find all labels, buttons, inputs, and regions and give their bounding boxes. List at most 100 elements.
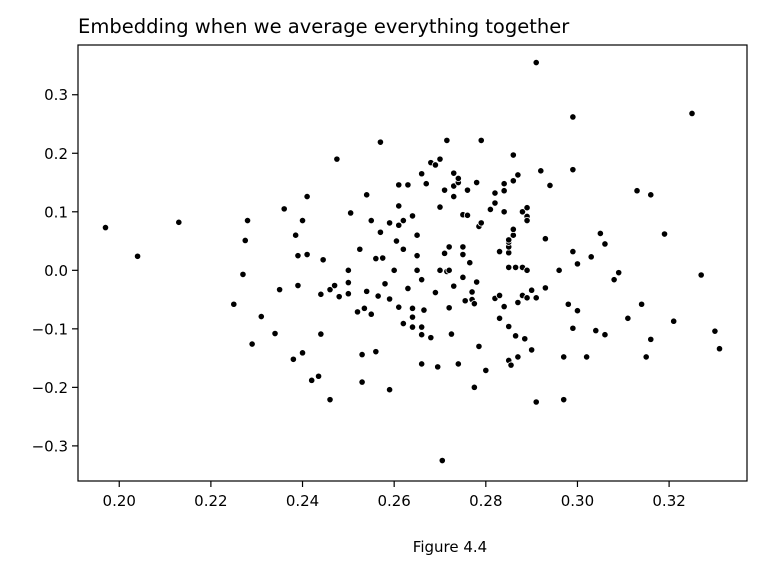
scatter-point xyxy=(541,235,549,243)
scatter-point xyxy=(518,208,527,216)
scatter-point xyxy=(243,216,252,225)
y-tick-label: −0.2 xyxy=(32,379,68,397)
scatter-point xyxy=(500,187,508,195)
scatter-point xyxy=(670,317,678,325)
scatter-point xyxy=(450,282,458,290)
scatter-point xyxy=(358,378,366,386)
scatter-point xyxy=(408,304,417,312)
scatter-point xyxy=(454,174,462,183)
scatter-point xyxy=(473,178,481,187)
scatter-point xyxy=(454,360,462,368)
x-tick-label: 0.28 xyxy=(469,492,502,510)
scatter-point xyxy=(537,167,545,175)
scatter-point xyxy=(418,331,426,339)
y-tick-label: −0.1 xyxy=(32,320,68,338)
scatter-point xyxy=(133,252,142,260)
x-tick-label: 0.32 xyxy=(652,492,685,510)
scatter-point xyxy=(532,294,540,302)
scatter-point xyxy=(450,192,458,201)
scatter-point xyxy=(326,286,334,294)
scatter-point xyxy=(541,284,549,292)
scatter-point xyxy=(509,231,517,239)
scatter-point xyxy=(624,314,632,322)
scatter-point xyxy=(509,225,517,233)
scatter-point xyxy=(420,306,428,314)
scatter-point xyxy=(528,286,536,294)
scatter-point xyxy=(445,304,453,312)
scatter-point xyxy=(509,177,517,185)
scatter-points xyxy=(101,58,724,465)
scatter-point xyxy=(523,204,531,212)
x-axis: 0.20 0.22 0.24 0.26 0.28 0.30 0.32 xyxy=(103,481,686,510)
scatter-point xyxy=(308,376,316,384)
x-tick-label: 0.30 xyxy=(561,492,594,510)
scatter-point xyxy=(532,58,540,67)
scatter-point xyxy=(445,243,453,251)
scatter-point xyxy=(395,221,403,229)
scatter-point xyxy=(445,266,453,274)
scatter-point xyxy=(521,335,529,343)
scatter-point xyxy=(390,266,398,274)
scatter-point xyxy=(431,288,440,297)
scatter-point xyxy=(376,138,385,146)
scatter-point xyxy=(495,291,504,300)
scatter-point xyxy=(292,231,300,239)
scatter-point xyxy=(257,312,265,321)
scatter-point xyxy=(601,240,609,248)
scatter-point xyxy=(514,298,522,307)
scatter-point xyxy=(511,332,520,340)
scatter-point xyxy=(569,324,577,332)
chart-title: Embedding when we average everything tog… xyxy=(78,15,570,38)
scatter-point xyxy=(413,252,421,260)
scatter-point xyxy=(408,313,417,321)
scatter-point xyxy=(477,219,485,227)
scatter-point xyxy=(470,300,478,308)
scatter-point xyxy=(314,372,323,380)
scatter-point xyxy=(418,360,426,368)
scatter-point xyxy=(463,211,472,219)
scatter-point xyxy=(523,266,531,274)
scatter-point xyxy=(319,256,327,264)
scatter-point xyxy=(638,300,646,308)
scatter-point xyxy=(642,353,650,361)
scatter-point xyxy=(395,202,403,210)
scatter-point xyxy=(353,308,362,316)
scatter-point xyxy=(241,236,249,245)
scatter-point xyxy=(507,361,515,369)
scatter-point xyxy=(440,186,449,194)
scatter-point xyxy=(381,280,389,288)
scatter-point xyxy=(523,216,531,225)
scatter-point xyxy=(466,259,474,267)
scatter-point xyxy=(418,276,426,284)
scatter-point xyxy=(546,181,554,190)
scatter-point xyxy=(514,171,522,179)
scatter-point xyxy=(239,270,247,279)
scatter-point xyxy=(408,323,417,331)
scatter-point xyxy=(298,216,307,225)
scatter-point xyxy=(715,345,724,353)
scatter-point xyxy=(532,398,540,406)
scatter-point xyxy=(431,161,440,169)
scatter-point xyxy=(475,342,483,350)
scatter-point xyxy=(101,223,110,232)
scatter-point xyxy=(344,279,352,287)
scatter-point xyxy=(443,136,451,144)
scatter-point xyxy=(427,334,435,342)
y-tick-label: −0.3 xyxy=(32,437,68,455)
scatter-point xyxy=(347,209,355,217)
scatter-point xyxy=(385,295,394,303)
scatter-point xyxy=(615,269,623,277)
scatter-point xyxy=(303,192,311,201)
scatter-point xyxy=(356,245,364,253)
x-tick-label: 0.22 xyxy=(194,492,227,510)
scatter-point xyxy=(500,302,508,311)
scatter-point xyxy=(505,249,513,257)
scatter-point xyxy=(379,254,387,262)
scatter-point xyxy=(363,287,371,295)
scatter-point xyxy=(447,330,456,338)
scatter-point xyxy=(385,386,394,394)
scatter-point xyxy=(413,231,421,239)
scatter-point xyxy=(230,300,238,308)
scatter-point xyxy=(280,205,288,213)
